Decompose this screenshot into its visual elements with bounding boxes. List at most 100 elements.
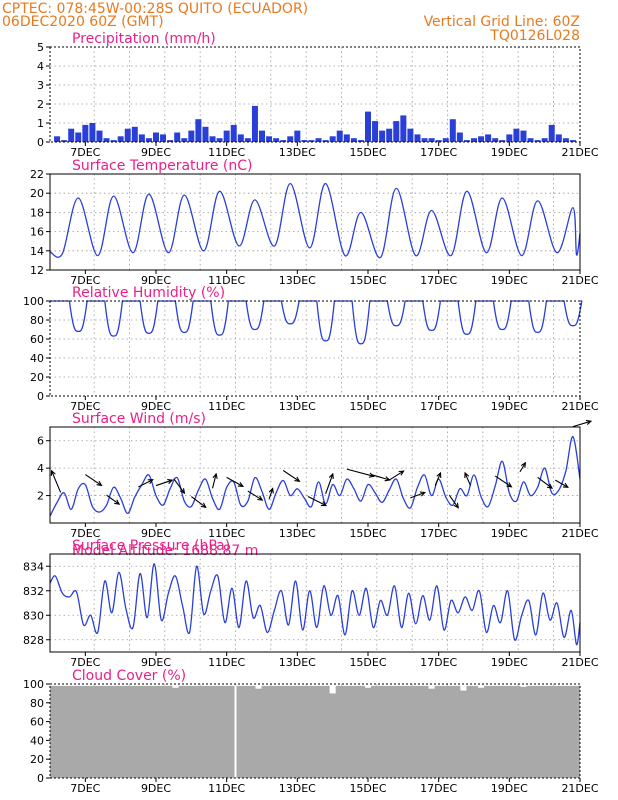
precip-bar — [68, 128, 75, 142]
x-tick-label: 7DEC — [70, 782, 100, 795]
x-tick-label: 9DEC — [141, 146, 171, 159]
cloud-cover-dip — [234, 685, 237, 778]
x-tick-label: 11DEC — [208, 146, 245, 159]
precip-bar — [251, 105, 258, 142]
y-tick-label: 4 — [37, 60, 44, 73]
precip-bar — [428, 138, 435, 142]
y-tick-label: 14 — [30, 245, 44, 258]
wind-arrow — [346, 468, 376, 478]
wind-arrow — [85, 474, 103, 487]
precip-bar — [386, 128, 393, 142]
y-tick-label: 830 — [23, 609, 44, 622]
x-tick-label: 9DEC — [141, 527, 171, 540]
precip-bar — [266, 136, 273, 142]
precip-bar — [75, 132, 82, 142]
precip-bar — [364, 111, 372, 142]
x-tick-label: 17DEC — [420, 656, 457, 669]
precip-bar — [555, 134, 562, 142]
panel-wind-title: Surface Wind (m/s) — [72, 411, 206, 427]
precip-bar — [237, 134, 244, 142]
y-tick-label: 2 — [37, 98, 44, 111]
temperature-line — [49, 182, 581, 259]
y-tick-label: 832 — [23, 585, 44, 598]
panel-precip-title: Precipitation (mm/h) — [72, 31, 216, 47]
wind-arrow — [537, 476, 554, 489]
y-tick-label: 100 — [23, 678, 44, 691]
precip-bar — [513, 128, 520, 142]
precip-bar — [379, 130, 386, 142]
precip-bar — [287, 136, 294, 142]
panel-precip-grid — [50, 47, 580, 142]
header-run-date: 06DEC2020 60Z (GMT) — [2, 14, 164, 30]
precip-bar — [202, 126, 209, 142]
precip-bar — [485, 134, 492, 142]
x-tick-label: 7DEC — [70, 656, 100, 669]
precip-bar — [258, 130, 266, 142]
precip-bar — [273, 138, 280, 142]
panel-cloud-frame — [49, 683, 581, 779]
wind-arrow — [434, 471, 442, 486]
panel-pressure: Surface Pressure (hPa) 828 830 832 834 7DEC 9D… — [23, 538, 599, 669]
panel-humidity-frame — [49, 300, 581, 397]
x-tick-label: 21DEC — [561, 146, 598, 159]
precip-bar — [152, 132, 160, 142]
wind-arrow — [282, 470, 301, 482]
y-tick-label: 18 — [30, 206, 44, 219]
precip-bar — [280, 140, 287, 142]
precip-bar — [393, 121, 400, 142]
precip-bar — [61, 140, 68, 142]
cloud-cover-area — [50, 685, 580, 778]
precip-bar — [499, 140, 506, 142]
precip-bar — [520, 130, 527, 142]
y-tick-label: 1 — [37, 117, 44, 130]
x-tick-label: 7DEC — [70, 274, 100, 287]
y-tick-label: 0 — [37, 390, 44, 403]
precip-bar — [527, 138, 534, 142]
y-tick-label: 6 — [37, 435, 44, 448]
x-tick-label: 19DEC — [491, 782, 528, 795]
panel-precip-frame — [49, 46, 581, 143]
panel-humidity-title: Relative Humidity (%) — [72, 285, 225, 301]
panel-humidity: Relative Humidity (%) 0 20 40 60 80 100 7DEC 9DE… — [23, 285, 599, 413]
x-tick-label: 15DEC — [349, 656, 386, 669]
panel-temperature-frame — [49, 173, 581, 271]
x-tick-label: 11DEC — [208, 400, 245, 413]
header-grid-line: Vertical Grid Line: 60Z — [424, 14, 580, 30]
y-tick-label: 20 — [30, 753, 44, 766]
y-tick-label: 3 — [37, 79, 44, 92]
x-tick-label: 13DEC — [279, 400, 316, 413]
x-tick-label: 15DEC — [349, 400, 386, 413]
cloud-cover-dip — [172, 685, 179, 688]
precip-bar — [145, 138, 152, 142]
wind-arrow — [50, 469, 62, 493]
precip-bar — [96, 130, 103, 142]
x-tick-label: 15DEC — [349, 146, 386, 159]
x-tick-label: 15DEC — [349, 782, 386, 795]
y-tick-label: 20 — [30, 187, 44, 200]
panel-precip: Precipitation (mm/h) 0 1 2 3 4 5 7DEC 9DEC 11DEC 1… — [37, 31, 599, 159]
x-tick-label: 19DEC — [491, 400, 528, 413]
wind-arrow — [268, 487, 274, 500]
x-tick-label: 11DEC — [208, 527, 245, 540]
wind-arrow — [464, 471, 471, 486]
precip-bar — [110, 140, 117, 142]
x-tick-label: 7DEC — [70, 146, 100, 159]
panel-wind-grid — [50, 427, 580, 523]
precip-bar — [209, 136, 216, 142]
x-tick-label: 9DEC — [141, 274, 171, 287]
panel-temperature-grid — [50, 174, 580, 270]
x-tick-label: 17DEC — [420, 400, 457, 413]
wind-speed-line — [49, 435, 581, 517]
header-model-id: TQ0126L028 — [489, 28, 580, 44]
x-tick-label: 19DEC — [491, 656, 528, 669]
wind-arrow — [247, 490, 264, 501]
x-tick-label: 9DEC — [141, 782, 171, 795]
wind-arrow — [155, 478, 174, 487]
precip-bar — [534, 140, 541, 142]
precip-bar — [343, 134, 350, 142]
y-tick-label: 834 — [23, 560, 44, 573]
precip-bar — [160, 134, 167, 142]
panel-wind: Surface Wind (m/s) 2 4 6 7DEC 9DEC 11DEC 13DEC 1… — [37, 411, 599, 540]
x-tick-label: 21DEC — [561, 782, 598, 795]
